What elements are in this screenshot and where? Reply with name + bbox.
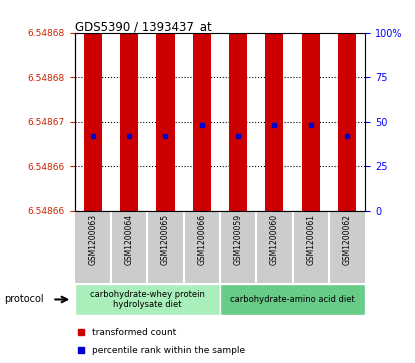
Text: GSM1200066: GSM1200066 <box>197 214 206 265</box>
Bar <box>120 0 138 211</box>
Bar <box>220 284 365 315</box>
Bar <box>302 0 320 211</box>
Bar <box>75 284 220 315</box>
Bar <box>338 0 356 211</box>
Text: carbohydrate-whey protein
hydrolysate diet: carbohydrate-whey protein hydrolysate di… <box>90 290 205 309</box>
Text: GSM1200065: GSM1200065 <box>161 214 170 265</box>
Bar <box>265 0 283 211</box>
Bar <box>84 0 102 211</box>
Bar <box>229 0 247 211</box>
Text: GSM1200059: GSM1200059 <box>234 214 243 265</box>
Text: GSM1200060: GSM1200060 <box>270 214 279 265</box>
Text: GSM1200063: GSM1200063 <box>88 214 98 265</box>
Text: GDS5390 / 1393437_at: GDS5390 / 1393437_at <box>75 20 212 33</box>
Text: protocol: protocol <box>4 294 44 305</box>
Bar <box>193 0 211 211</box>
Text: GSM1200064: GSM1200064 <box>124 214 134 265</box>
Text: transformed count: transformed count <box>92 328 176 337</box>
Bar <box>156 0 175 211</box>
Text: GSM1200062: GSM1200062 <box>342 214 352 265</box>
Text: carbohydrate-amino acid diet: carbohydrate-amino acid diet <box>230 295 355 304</box>
Text: percentile rank within the sample: percentile rank within the sample <box>92 346 245 355</box>
Text: GSM1200061: GSM1200061 <box>306 214 315 265</box>
